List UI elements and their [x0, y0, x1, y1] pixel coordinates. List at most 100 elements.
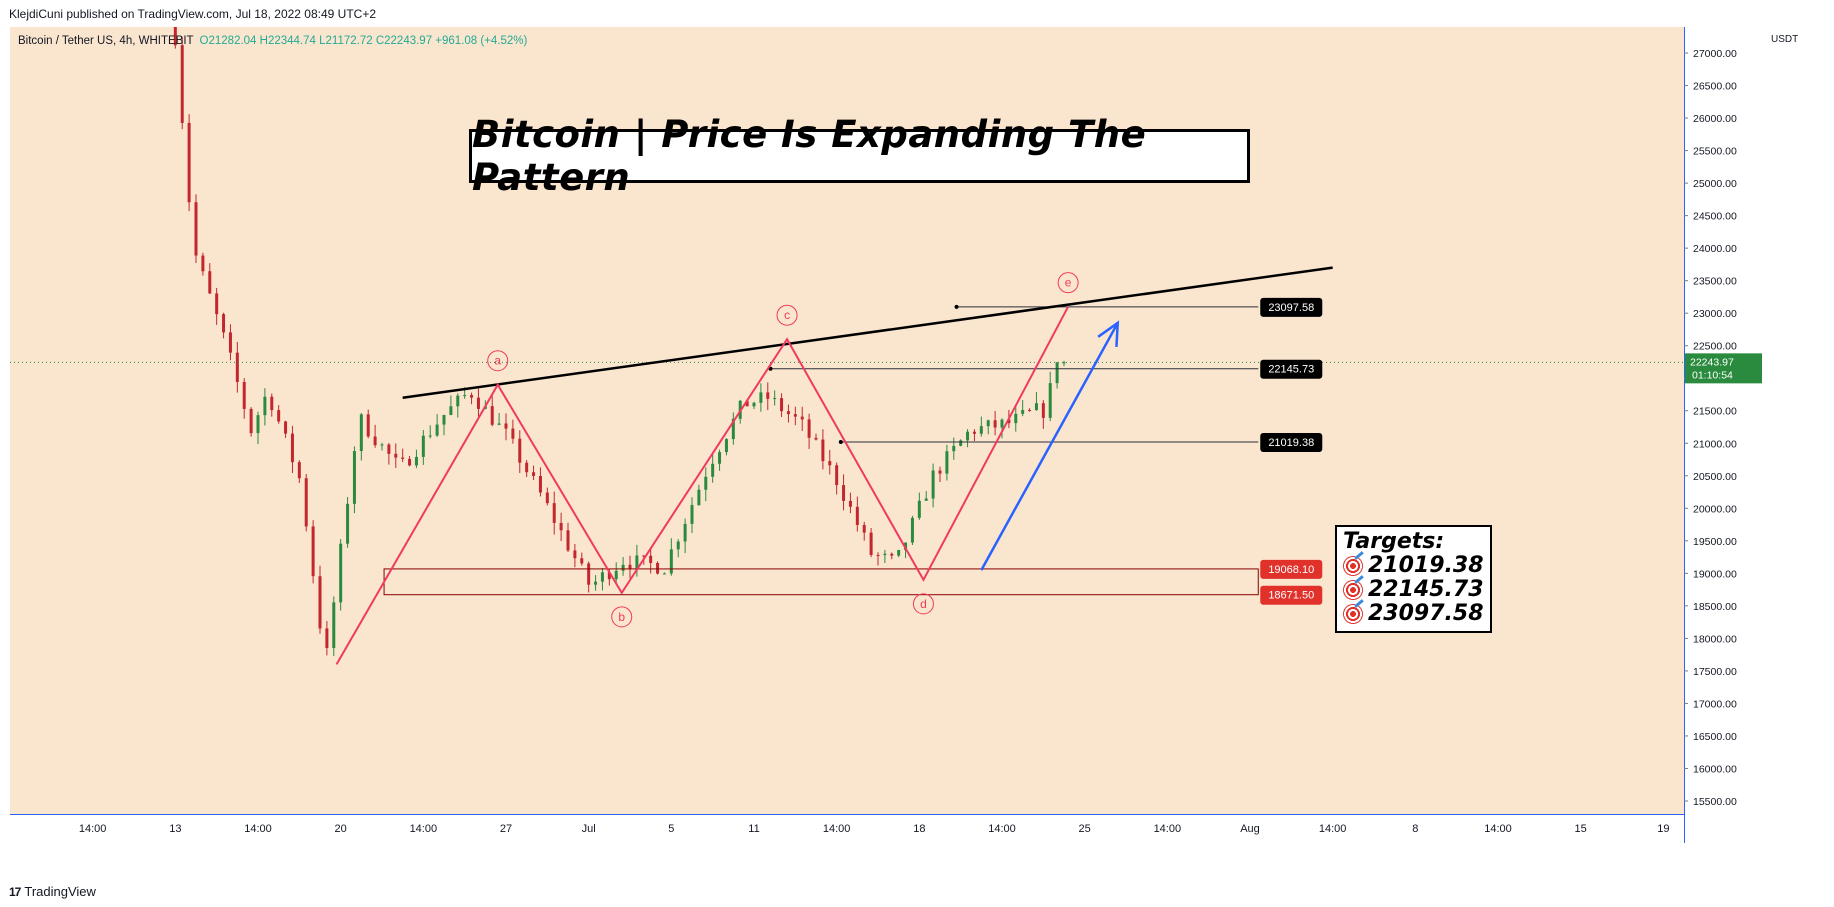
candle-body	[862, 524, 866, 533]
candle-body	[428, 435, 432, 437]
x-tick-label: 14:00	[1484, 823, 1512, 835]
y-tick-label: 25500.00	[1693, 146, 1737, 158]
candle-body	[518, 438, 522, 463]
chart-area[interactable]: 27000.00 26500.00 26000.00 25500.00 25000.00…	[10, 27, 1762, 843]
publisher-info: KlejdiCuni published on TradingView.com,…	[9, 7, 377, 21]
candle-body	[318, 576, 322, 629]
candle-body	[1041, 403, 1045, 418]
candle-body	[621, 564, 625, 571]
chart-title: Bitcoin | Price Is Expanding The Pattern	[472, 113, 1147, 199]
candle-body	[242, 381, 246, 409]
y-tick-label: 21000.00	[1693, 438, 1737, 450]
wave-label-circle	[611, 606, 633, 628]
candle-body	[924, 498, 928, 501]
y-tick-label: 25000.00	[1693, 178, 1737, 190]
candle-body	[463, 395, 467, 397]
candle-body	[890, 553, 894, 556]
wave-label-circle	[912, 593, 934, 615]
wave-label: a	[494, 354, 501, 368]
currency-label: USDT	[1771, 34, 1799, 45]
candle-body	[966, 431, 970, 441]
candle-body	[821, 439, 825, 462]
x-tick-label: 14:00	[1319, 823, 1347, 835]
candle-body	[187, 122, 191, 203]
target-value: 23097.58	[1368, 601, 1484, 626]
y-tick-label: 16000.00	[1693, 763, 1737, 775]
price-line-label: 22145.73	[1268, 364, 1314, 376]
x-tick-label: 14:00	[410, 823, 438, 835]
last-price-value: 22243.97	[1690, 356, 1734, 368]
candle-body	[876, 554, 880, 556]
candle-body	[697, 489, 701, 506]
candle-body	[869, 532, 873, 555]
candle-body	[580, 558, 584, 564]
candle-body	[587, 563, 591, 585]
y-tick-label: 20000.00	[1693, 503, 1737, 515]
y-tick-label: 24000.00	[1693, 243, 1737, 255]
candle-body	[786, 411, 790, 415]
candle-body	[814, 437, 818, 440]
candle-body	[607, 572, 611, 580]
candle-body	[373, 436, 377, 446]
candle-body	[683, 523, 687, 542]
wave-label-circle	[776, 304, 798, 326]
candle-body	[910, 517, 914, 543]
tradingview-logo-icon: 17	[9, 884, 21, 899]
candle-body	[566, 530, 570, 551]
candle-body	[731, 418, 735, 440]
candle-body	[848, 500, 852, 507]
candle-body	[1000, 419, 1004, 428]
candle-body	[215, 293, 219, 315]
x-tick-label: 14:00	[79, 823, 107, 835]
candle-body	[222, 314, 226, 333]
candle-body	[897, 549, 901, 556]
candle-body	[421, 435, 425, 457]
tradingview-logo[interactable]: 17 TradingView	[9, 884, 96, 899]
candle-body	[270, 396, 274, 411]
candle-body	[690, 505, 694, 524]
candle-body	[952, 445, 956, 452]
support-top-label-bg	[1260, 559, 1323, 579]
y-tick-label: 15500.00	[1693, 796, 1737, 808]
candle-body	[917, 500, 921, 518]
wave-label: b	[618, 610, 625, 624]
candle-body	[366, 414, 370, 437]
candle-body	[311, 526, 315, 577]
candle-body	[538, 475, 542, 493]
candle-body	[401, 457, 405, 459]
x-tick-label: 18	[913, 823, 925, 835]
candle-body	[1007, 419, 1011, 424]
last-price-countdown: 01:10:54	[1692, 369, 1733, 381]
y-tick-label: 26000.00	[1693, 113, 1737, 125]
candle-body	[669, 549, 673, 574]
x-tick-label: 14:00	[988, 823, 1016, 835]
price-axis-background	[1684, 27, 1762, 843]
candle-body	[773, 398, 777, 400]
candle-body	[201, 255, 205, 272]
x-tick-label: 20	[335, 823, 347, 835]
candle-body	[387, 444, 391, 454]
x-tick-label: 13	[169, 823, 181, 835]
candle-body	[979, 426, 983, 434]
x-tick-label: 8	[1412, 823, 1418, 835]
footer: 17 TradingView	[0, 878, 1834, 907]
y-tick-label: 19500.00	[1693, 536, 1737, 548]
candles	[173, 27, 1066, 657]
targets-heading: Targets:	[1343, 529, 1445, 554]
candle-body	[228, 332, 232, 353]
candle-body	[724, 439, 728, 453]
y-tick-label: 26500.00	[1693, 81, 1737, 93]
candle-body	[1048, 383, 1052, 418]
wave-label-circle	[1057, 272, 1079, 294]
candle-body	[359, 414, 363, 452]
candle-body	[835, 465, 839, 486]
candle-body	[442, 414, 446, 425]
candle-body	[745, 400, 749, 407]
candle-body	[180, 45, 184, 123]
y-tick-label: 27000.00	[1693, 48, 1737, 60]
y-tick-label: 17500.00	[1693, 666, 1737, 678]
projection-arrow	[980, 322, 1119, 571]
candle-body	[559, 522, 563, 531]
candle-body	[656, 562, 660, 574]
candle-body	[545, 492, 549, 504]
